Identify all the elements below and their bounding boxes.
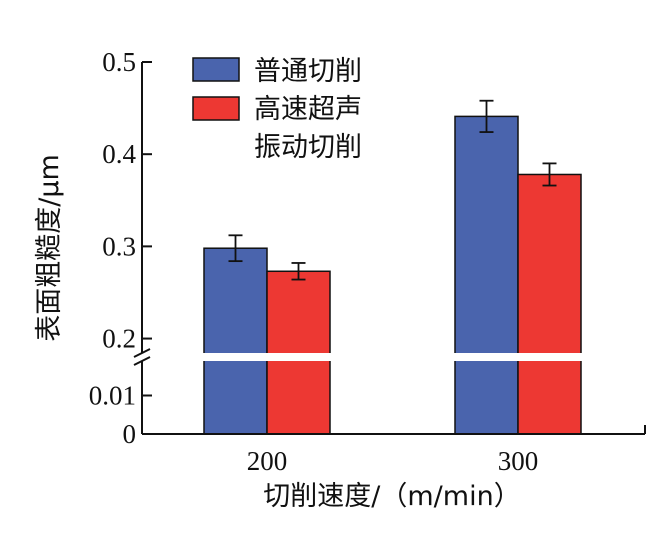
x-axis-title: 切削速度/（m/min） (263, 481, 520, 512)
bar-2-300 (517, 173, 582, 435)
labels-layer: 表面粗糙度/μm 切削速度/（m/min） (34, 154, 521, 512)
x-tick-label-300: 300 (498, 446, 539, 476)
axis-break (133, 348, 586, 366)
axis-break-slash-upper (133, 348, 151, 358)
bar-1-200 (203, 247, 268, 435)
axis-break-gap (136, 353, 586, 361)
legend: 普通切削 高速超声 振动切削 (192, 56, 362, 163)
legend-label-ultrasonic-line1: 高速超声 (254, 94, 362, 125)
axis-break-slash-lower (133, 356, 151, 366)
y-tick-label-0.5: 0.5 (102, 47, 136, 77)
axes-layer (141, 62, 646, 435)
legend-label-ultrasonic-line2: 振动切削 (254, 132, 362, 163)
y-tick-label-0.3: 0.3 (102, 231, 136, 261)
ticks-layer: 0 0.01 0.2 0.3 0.4 0.5 200 300 (89, 47, 539, 476)
y-tick-label-0.2: 0.2 (102, 324, 136, 354)
legend-swatch-normal-cutting (192, 57, 240, 82)
y-axis-title: 表面粗糙度/μm (34, 154, 65, 342)
y-tick-label-0.01: 0.01 (89, 381, 136, 411)
legend-label-normal-cutting: 普通切削 (254, 56, 362, 87)
bar-2-200 (266, 270, 331, 435)
bar-1-300 (454, 115, 519, 435)
y-tick-label-0: 0 (123, 419, 137, 449)
x-tick-label-200: 200 (247, 446, 288, 476)
legend-swatch-ultrasonic-cutting (192, 96, 240, 121)
y-tick-label-0.4: 0.4 (102, 139, 136, 169)
bars-layer (203, 99, 582, 435)
